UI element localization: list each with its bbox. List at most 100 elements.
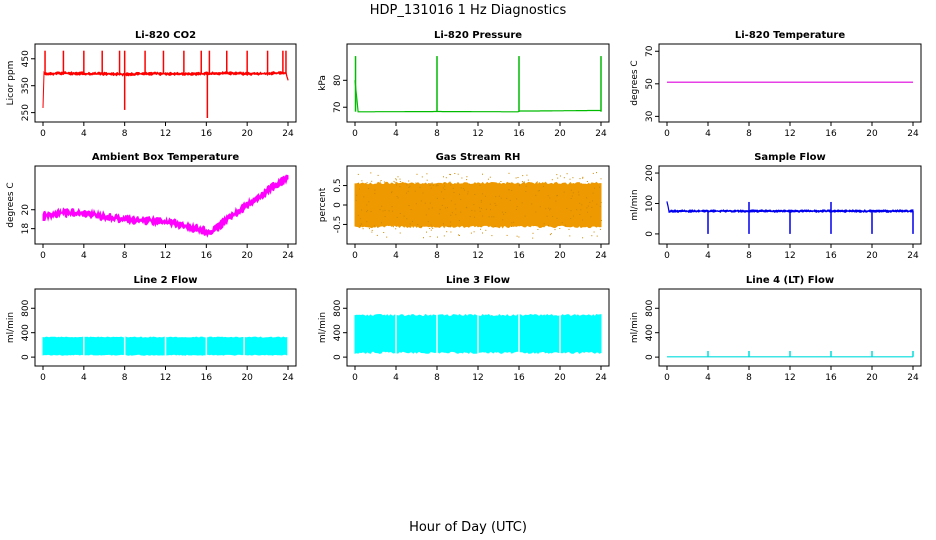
figure-xlabel: Hour of Day (UTC) (409, 520, 527, 535)
panel-5-series-1-point (488, 216, 490, 218)
panel-5-series-1-point (569, 235, 571, 237)
panel-1: Li-820 CO2 0 4 8 12 16 20 24 250 350 450 Licor ppm (6, 30, 297, 139)
panel-5-series-1-point (443, 198, 445, 200)
panel-5-series-1-point (600, 178, 602, 180)
panel-5-series-1-point (380, 180, 382, 181)
panel-5-series-1-point (449, 181, 451, 183)
panel-7-xtick-label: 12 (160, 373, 171, 383)
panel-5-series-1-point (391, 192, 392, 194)
panel-7-xtick-label: 8 (122, 373, 128, 383)
panel-5-xtick-label: 16 (513, 251, 525, 261)
panel-5-series-1-point (543, 185, 544, 187)
panel-5-series-1-point (599, 186, 600, 188)
panel-4-xtick-label: 4 (81, 251, 87, 261)
panel-5-series-1-point (510, 226, 512, 227)
panel-5: Gas Stream RH 0 4 8 12 16 20 24 -0.5 0 0.5 percent (318, 152, 610, 261)
panel-5-series-1-point (473, 204, 475, 206)
panel-5-series-1-point (449, 225, 451, 227)
panel-1-xtick-label: 20 (241, 129, 253, 139)
panel-5-series-1-point (568, 228, 570, 230)
panel-8-y-axis: 0 400 800 (333, 299, 347, 360)
panel-5-series-1-point (473, 231, 475, 233)
panel-5-series-1-point (399, 186, 401, 188)
panel-5-series-1-point (552, 215, 554, 217)
panel-5-series-1-point (406, 184, 408, 186)
panel-5-series-1-point (424, 202, 426, 204)
panel-1-data (42, 50, 289, 118)
panel-5-series-1-point (430, 229, 432, 231)
panel-5-series-1-point (393, 180, 395, 182)
panel-5-series-1-point (539, 206, 541, 208)
panel-1-xtick-label: 16 (201, 129, 213, 139)
panel-6: Sample Flow 0 4 8 12 16 20 24 0 100 200 ml/min (630, 152, 922, 261)
panel-5-series-1-band (354, 181, 602, 229)
panel-5-series-1-point (549, 209, 550, 211)
panel-5-series-1-point (547, 195, 549, 197)
panel-5-series-1-point (509, 199, 511, 201)
panel-5-series-1-point (557, 195, 558, 196)
panel-5-series-1-point (471, 209, 473, 211)
panel-5-series-1-point (550, 208, 552, 210)
panel-3-frame (658, 43, 922, 123)
panel-5-series-1-point (409, 223, 411, 225)
panel-5-series-1-point (549, 234, 551, 236)
panel-5-series-1-point (366, 204, 368, 206)
panel-1-xtick-label: 4 (81, 129, 87, 139)
panel-5-series-1-point (432, 227, 434, 229)
panel-5-series-1-point (479, 207, 480, 209)
panel-5-series-1-point (466, 176, 468, 178)
panel-5-series-1-point (371, 231, 373, 233)
panel-9-y-axis: 0 400 800 (645, 299, 659, 360)
panel-5-series-1-point (447, 207, 448, 209)
panel-5-series-1-point (466, 179, 468, 181)
panel-7-y-axis: 0 400 800 (21, 299, 35, 360)
panel-5-series-1-point (519, 183, 521, 185)
panel-5-series-1-point (548, 225, 549, 227)
panel-5-series-1-point (491, 216, 493, 218)
panel-5-series-1-point (361, 180, 363, 182)
panel-9-xtick-label: 4 (705, 373, 711, 383)
panel-2: Li-820 Pressure 0 4 8 12 16 20 24 70 80 kPa (318, 30, 610, 139)
panel-5-series-1-point (545, 208, 547, 210)
panel-5-series-1-point (502, 219, 504, 221)
panel-1-ytick-label: 250 (21, 104, 31, 121)
panel-8-xtick-label: 16 (513, 373, 525, 383)
panel-5-series-1-point (579, 214, 581, 215)
panel-5-series-1-point (428, 208, 430, 210)
panel-5-series-1-point (450, 174, 451, 176)
panel-5-series-1-point (536, 181, 538, 183)
panel-5-series-1-point (421, 176, 423, 178)
panel-5-ytick-label: 0 (333, 202, 343, 208)
panel-7-xtick-label: 4 (81, 373, 87, 383)
panel-5-series-1-point (446, 231, 448, 233)
panel-5-series-1-point (460, 211, 462, 213)
panel-5-series-1-point (357, 173, 359, 175)
panel-3-y-axis: 30 50 70 (645, 45, 659, 122)
panel-5-series-1-point (367, 209, 368, 211)
panel-5-series-1-point (454, 173, 456, 174)
panel-5-series-1-point (599, 228, 601, 230)
panel-5-series-1-point (382, 210, 384, 212)
panel-2-xtick-label: 16 (513, 129, 525, 139)
panel-5-series-1-point (582, 177, 584, 179)
panel-5-series-1-point (485, 208, 487, 210)
panel-5-series-1-point (443, 176, 444, 178)
panel-5-series-1-point (489, 176, 491, 178)
panel-2-xtick-label: 12 (472, 129, 483, 139)
panel-5-series-1-point (566, 173, 568, 175)
panel-5-series-1-point (370, 211, 372, 213)
panel-1-y-axis: 250 350 450 (21, 50, 35, 121)
panel-5-series-1-point (587, 211, 588, 213)
panel-6-x-axis: 0 4 8 12 16 20 24 (664, 244, 919, 261)
panel-4-series-1-envelope (42, 174, 289, 238)
panel-1-xtick-label: 0 (40, 129, 46, 139)
panel-5-series-1-point (532, 237, 534, 239)
panel-5-series-1-point (523, 182, 525, 184)
panel-5-series-1-point (500, 197, 502, 199)
panel-3-x-axis: 0 4 8 12 16 20 24 (664, 122, 919, 139)
panel-5-series-1-point (557, 177, 559, 179)
figure-title: HDP_131016 1 Hz Diagnostics (370, 3, 567, 18)
panel-5-xtick-label: 0 (352, 251, 358, 261)
panel-5-series-1-point (450, 231, 452, 233)
